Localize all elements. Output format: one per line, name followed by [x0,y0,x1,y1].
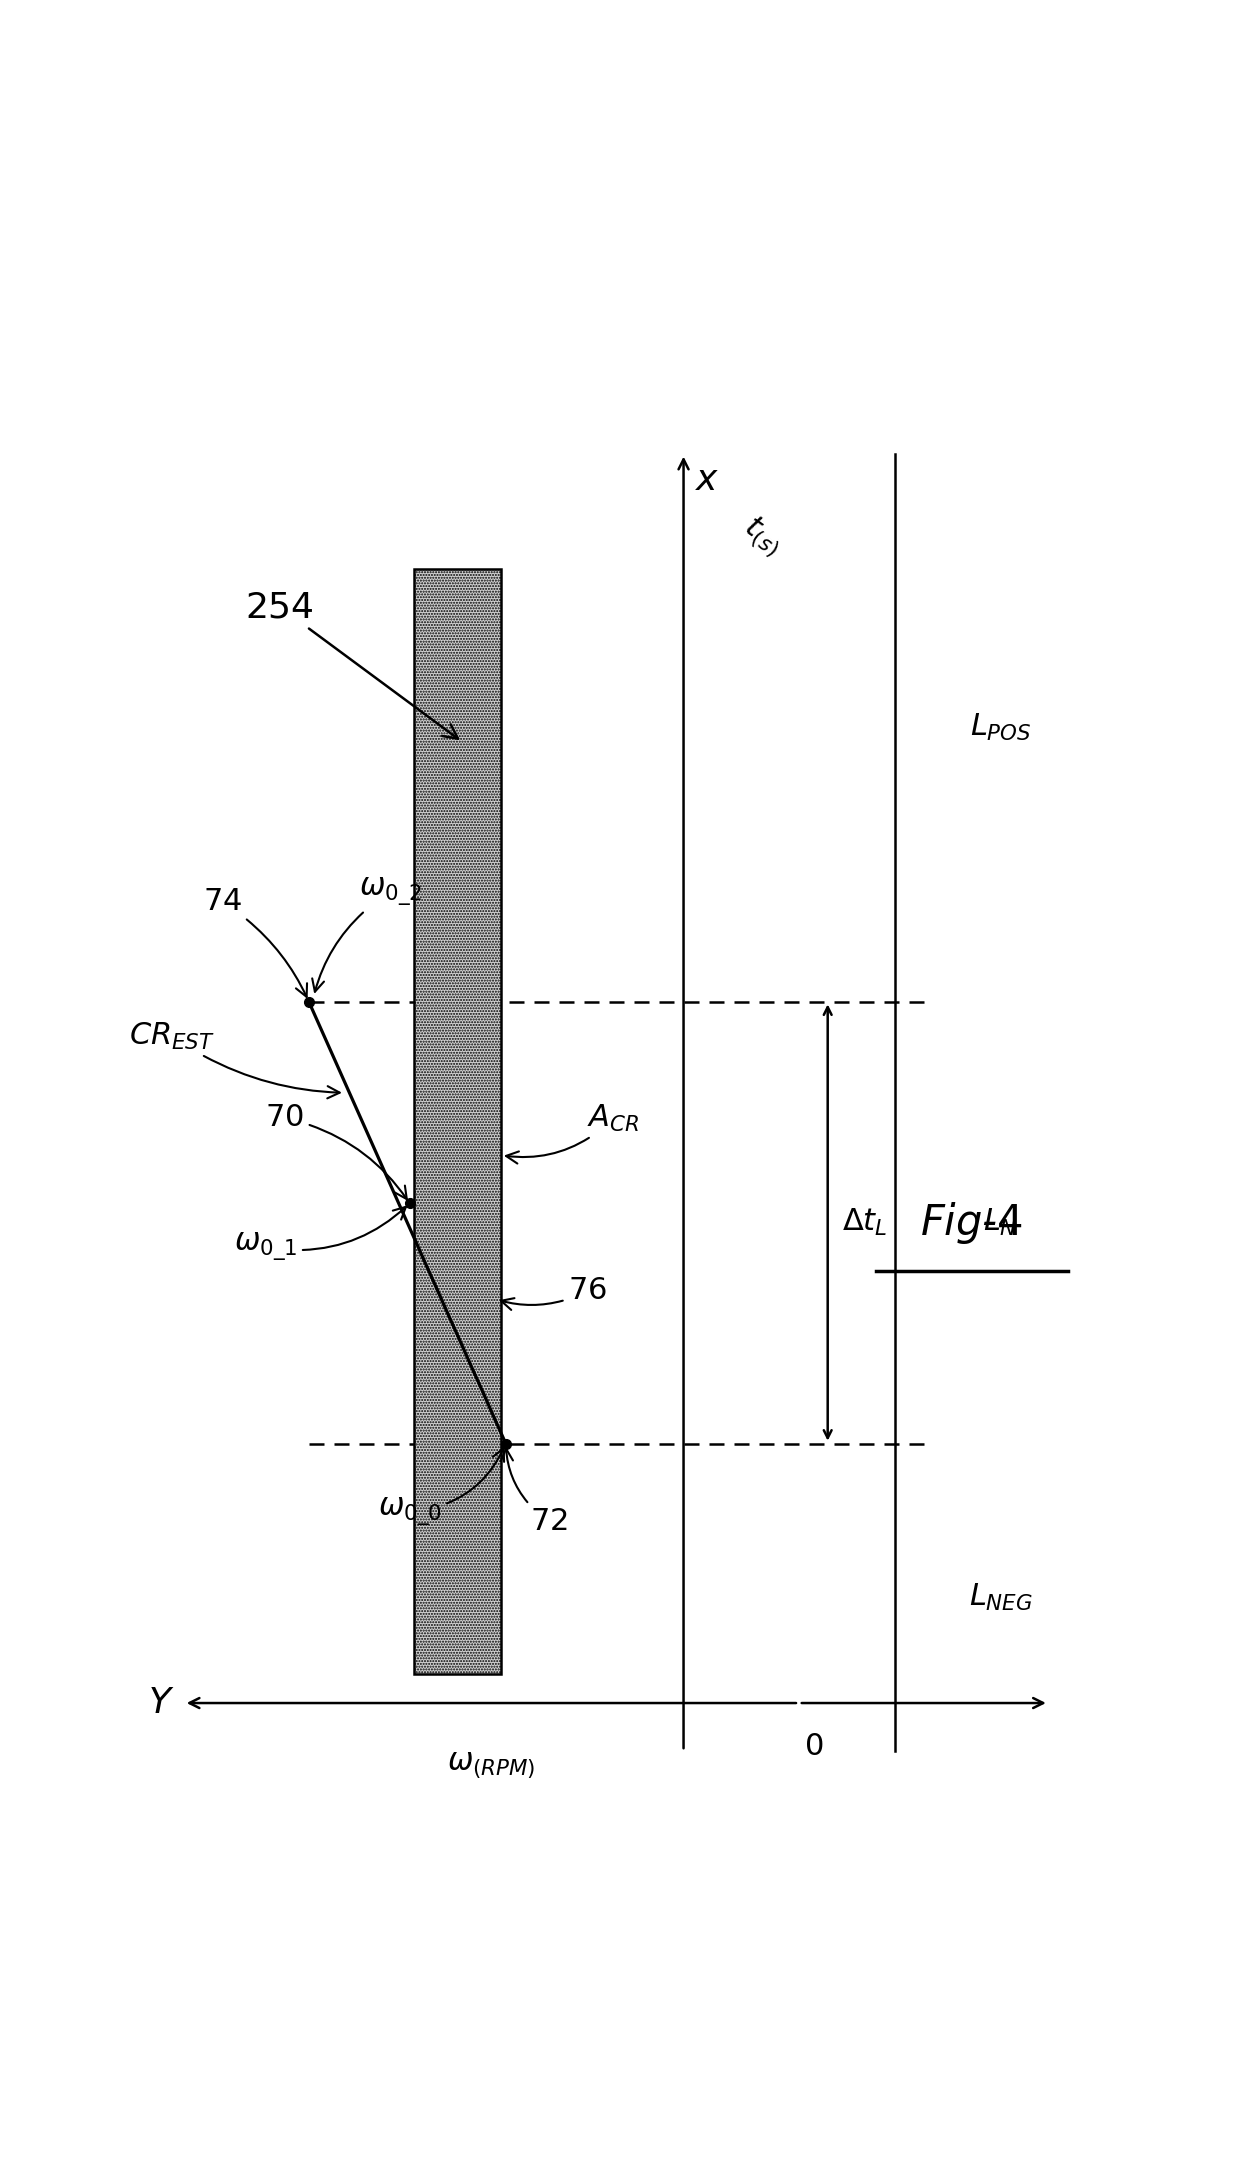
Text: $\omega_{0\_2}$: $\omega_{0\_2}$ [312,875,422,991]
Bar [414,570,501,1674]
Text: $\omega_{0\_1}$: $\omega_{0\_1}$ [234,1207,405,1264]
Text: $Fig$-$4$: $Fig$-$4$ [920,1198,1023,1246]
Text: $x$: $x$ [696,463,719,498]
Text: $\omega_{0\_0}$: $\omega_{0\_0}$ [378,1447,505,1528]
Text: $70$: $70$ [265,1102,407,1198]
Text: $254$: $254$ [246,589,458,738]
Text: $CR_{EST}$: $CR_{EST}$ [129,1022,340,1098]
Text: $72$: $72$ [501,1450,568,1537]
Text: $L_N$: $L_N$ [983,1207,1018,1238]
Text: $L_{NEG}$: $L_{NEG}$ [968,1583,1033,1613]
Text: $76$: $76$ [501,1277,608,1310]
Text: $\omega_{(RPM)}$: $\omega_{(RPM)}$ [448,1751,536,1781]
Text: $A_{CR}$: $A_{CR}$ [506,1102,640,1164]
Text: $L_{POS}$: $L_{POS}$ [970,712,1032,742]
Text: $\Delta t_L$: $\Delta t_L$ [842,1207,888,1238]
Text: $74$: $74$ [202,886,308,998]
Text: $Y$: $Y$ [148,1685,174,1720]
Text: $0$: $0$ [804,1731,823,1762]
Text: $t_{(s)}$: $t_{(s)}$ [737,511,789,563]
